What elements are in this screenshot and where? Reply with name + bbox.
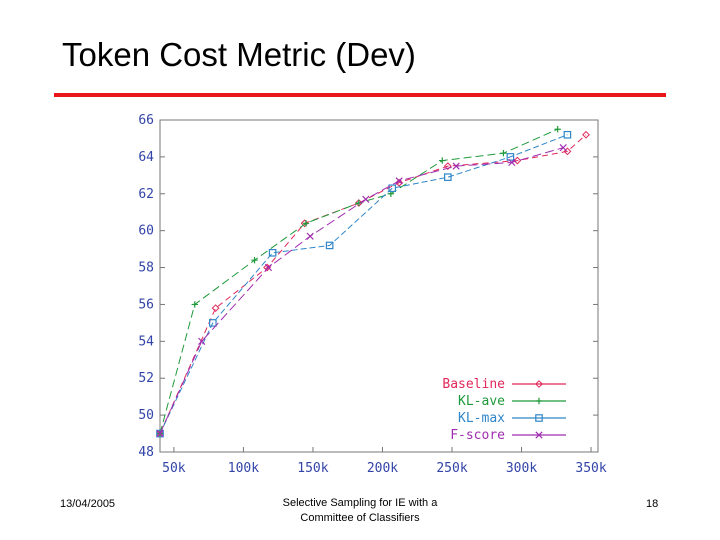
- x-tick-label: 100k: [228, 461, 259, 476]
- footer-caption-line2: Committee of Classifiers: [300, 512, 420, 524]
- y-tick-label: 66: [138, 113, 154, 128]
- data-point: [452, 162, 460, 170]
- x-tick-label: 300k: [506, 461, 537, 476]
- series-baseline: [156, 130, 590, 438]
- y-tick-label: 58: [138, 261, 154, 276]
- data-point: [306, 232, 314, 240]
- series-f-score: [156, 144, 567, 438]
- y-tick-label: 56: [138, 297, 154, 312]
- data-point: [362, 195, 370, 203]
- y-axis: 48 50 52 54 56 58 60 62 64 66: [138, 113, 598, 460]
- y-tick-label: 60: [138, 224, 154, 239]
- data-point: [302, 220, 310, 227]
- data-point: [563, 130, 572, 139]
- y-tick-label: 54: [138, 334, 154, 349]
- data-point: [209, 319, 217, 327]
- y-tick-label: 48: [138, 445, 154, 460]
- data-point: [395, 177, 403, 185]
- data-point: [582, 130, 590, 139]
- data-point: [300, 219, 309, 228]
- data-point: [211, 304, 220, 313]
- x-tick-label: 250k: [436, 461, 467, 476]
- x-tick-label: 50k: [162, 461, 186, 476]
- plot-frame: [159, 119, 599, 453]
- data-point: [325, 241, 334, 250]
- legend-label: KL-ave: [458, 394, 505, 409]
- slide-title: Token Cost Metric (Dev): [62, 36, 416, 73]
- legend-label: F-score: [450, 428, 505, 443]
- plot-border: [159, 119, 599, 453]
- data-point: [535, 380, 543, 388]
- data-point: [191, 301, 198, 308]
- data-point: [156, 429, 164, 438]
- data-point: [500, 150, 507, 157]
- data-point: [535, 414, 543, 422]
- data-point: [251, 256, 258, 264]
- legend: Baseline KL-ave KL-max F-score: [442, 377, 566, 443]
- data-point: [444, 173, 452, 181]
- page-number: 18: [646, 498, 659, 510]
- data-point: [198, 337, 206, 345]
- legend-item: KL-max: [458, 411, 566, 426]
- data-point: [506, 153, 515, 161]
- x-axis: 50k 100k 150k 200k 250k 300k 350k: [162, 447, 607, 476]
- legend-label: Baseline: [442, 377, 505, 392]
- series-layer: [156, 126, 590, 438]
- y-tick-label: 52: [138, 371, 154, 386]
- footer-caption: Selective Sampling for IE with a Committ…: [250, 496, 470, 526]
- data-point: [508, 158, 516, 167]
- data-point: [535, 431, 543, 439]
- data-point: [268, 249, 277, 257]
- y-tick-label: 50: [138, 408, 154, 423]
- series-line: [159, 134, 568, 434]
- legend-item: KL-ave: [458, 394, 566, 409]
- x-tick-label: 350k: [575, 461, 606, 476]
- x-tick-label: 200k: [367, 461, 398, 476]
- data-point: [559, 144, 567, 152]
- footer-date: 13/04/2005: [60, 498, 116, 510]
- data-point: [156, 429, 164, 438]
- series-kl-max: [156, 130, 572, 438]
- x-tick-label: 150k: [297, 461, 328, 476]
- legend-item: Baseline: [442, 377, 566, 392]
- data-point: [443, 162, 452, 171]
- data-point: [439, 157, 446, 164]
- title-underline: [54, 93, 666, 97]
- y-tick-label: 64: [138, 150, 154, 165]
- series-kl-ave: [156, 126, 561, 437]
- data-point: [535, 397, 543, 405]
- legend-label: KL-max: [458, 411, 505, 426]
- data-point: [554, 126, 561, 133]
- series-line: [159, 134, 587, 434]
- data-point: [388, 184, 397, 193]
- footer-caption-line1: Selective Sampling for IE with a: [282, 497, 438, 509]
- data-point: [264, 263, 273, 272]
- legend-item: F-score: [450, 428, 566, 443]
- y-tick-label: 62: [138, 187, 154, 202]
